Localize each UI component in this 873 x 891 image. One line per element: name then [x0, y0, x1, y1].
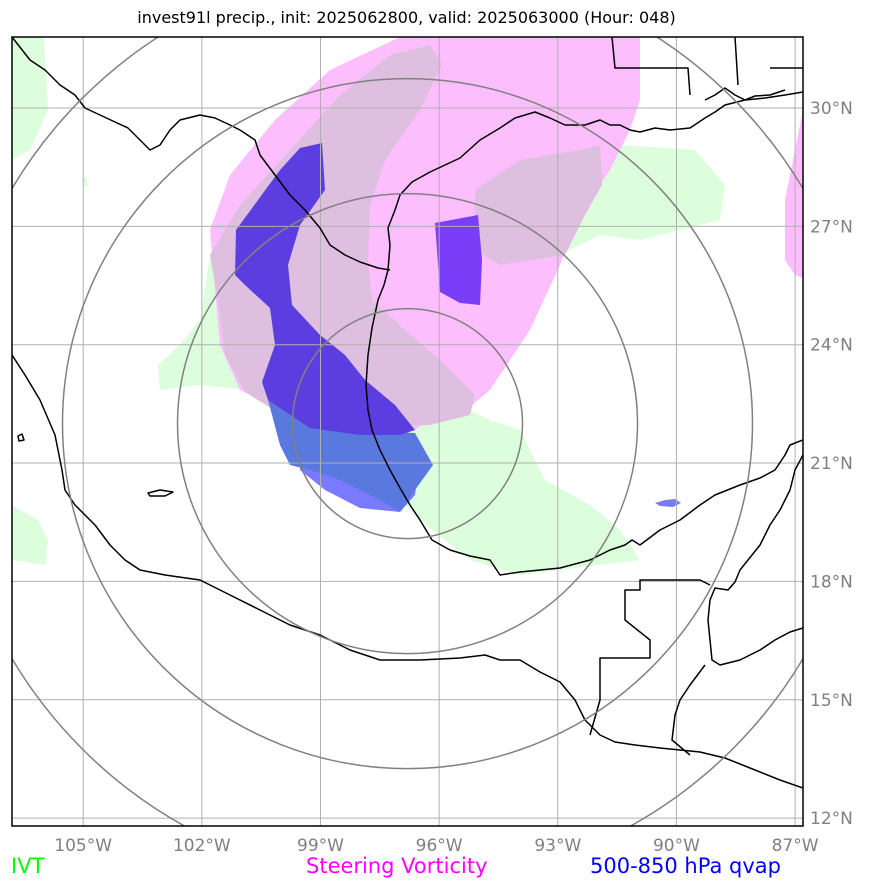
us-state-border-north — [611, 37, 691, 96]
latitude-tick-label: 27°N — [810, 217, 853, 237]
ivt-region-nw — [12, 37, 48, 160]
central-america-border — [671, 664, 706, 756]
us-state-border-east — [734, 37, 803, 86]
longitude-tick-label: 90°W — [653, 836, 700, 856]
gulf-coast-yucatan — [431, 439, 803, 576]
longitude-tick-labels: 105°W 102°W 99°W 96°W 93°W 90°W 87°W — [54, 836, 818, 856]
legend-qvap-label: 500-850 hPa qvap — [590, 854, 781, 878]
coastlines — [12, 37, 803, 789]
longitude-tick-label: 105°W — [54, 836, 112, 856]
qvap-region-blue — [268, 400, 433, 512]
latitude-tick-label: 15°N — [810, 691, 853, 711]
island-left — [17, 433, 25, 442]
longitude-tick-label: 93°W — [534, 836, 581, 856]
gulf-coast-west-mexico-texas — [365, 91, 803, 541]
vorticity-region-east — [785, 110, 803, 278]
range-ring — [291, 307, 524, 540]
ivt-region-west — [12, 505, 48, 565]
legend-vorticity-label: Steering Vorticity — [306, 854, 488, 878]
us-mexico-border — [239, 129, 391, 271]
island-small — [147, 489, 174, 497]
latitude-tick-label: 30°N — [810, 99, 853, 119]
longitude-tick-label: 96°W — [416, 836, 463, 856]
guatemala-mexico-border — [589, 579, 711, 736]
mexico-pacific-coast — [12, 354, 803, 789]
range-ring — [176, 192, 639, 655]
longitude-tick-label: 99°W — [297, 836, 344, 856]
longitude-tick-label: 87°W — [772, 836, 819, 856]
latitude-tick-labels: 30°N 27°N 24°N 21°N 18°N 15°N 12°N — [810, 99, 853, 829]
yucatan-east-coast — [707, 454, 803, 666]
mississippi-delta — [704, 87, 786, 101]
legend-ivt-label: IVT — [11, 854, 45, 878]
qvap-region-speck — [655, 499, 681, 507]
range-ring — [61, 77, 754, 770]
qvap-field — [235, 143, 681, 512]
latitude-tick-label: 12°N — [810, 809, 853, 829]
longitude-tick-label: 102°W — [173, 836, 231, 856]
map-frame — [11, 36, 804, 827]
qvap-region-violet — [435, 215, 482, 305]
latitude-tick-label: 24°N — [810, 336, 853, 356]
qvap-region-dark — [235, 143, 415, 435]
latitude-tick-label: 21°N — [810, 454, 853, 474]
overlap-region-east — [475, 145, 602, 265]
mexico-northwest-coast — [12, 37, 241, 151]
figure-title: invest91l precip., init: 2025062800, val… — [137, 8, 676, 27]
latitude-tick-label: 18°N — [810, 572, 853, 592]
lat-lon-gridlines — [12, 37, 803, 826]
